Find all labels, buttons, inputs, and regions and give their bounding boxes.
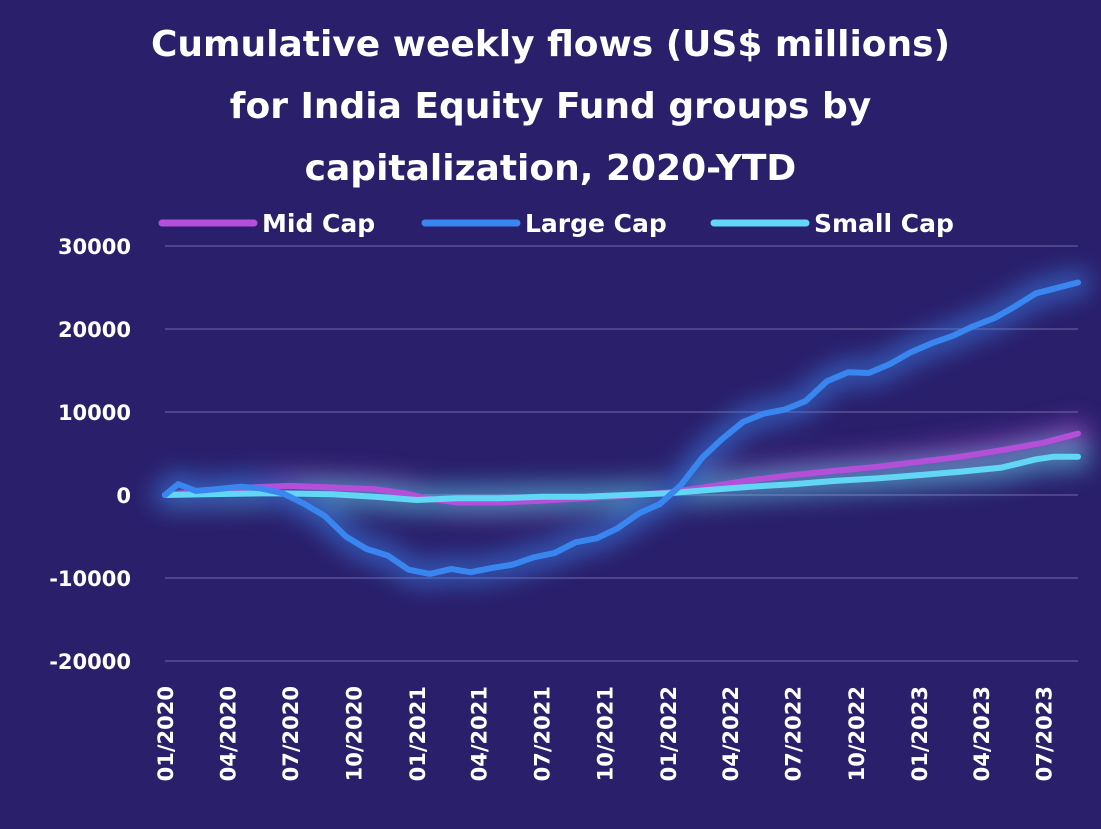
series-glow-large-cap [152, 269, 1091, 587]
x-tick-label: 04/2020 [217, 686, 241, 781]
chart-title: Cumulative weekly flows (US$ millions) f… [0, 14, 1101, 200]
y-tick-label: -10000 [49, 567, 131, 591]
chart-title-line-1: Cumulative weekly flows (US$ millions) [150, 24, 951, 65]
y-axis-ticks: 30000 20000 10000 0 -10000 -20000 [49, 235, 131, 674]
series-lines [162, 279, 1081, 577]
y-tick-label: 30000 [58, 235, 131, 259]
x-tick-label: 07/2020 [279, 686, 303, 781]
chart-title-line-2: for India Equity Fund groups by [229, 86, 872, 127]
series-glow [152, 269, 1091, 587]
chart-title-line-3: capitalization, 2020-YTD [304, 148, 797, 189]
x-tick-label: 01/2021 [406, 686, 430, 781]
legend-label: Large Cap [525, 209, 667, 238]
y-tick-label: 20000 [58, 318, 131, 342]
x-tick-label: 01/2023 [908, 686, 932, 781]
x-tick-label: 07/2021 [530, 686, 554, 781]
x-tick-label: 07/2023 [1033, 686, 1057, 781]
x-tick-label: 10/2022 [845, 686, 869, 781]
x-tick-label: 04/2023 [970, 686, 994, 781]
x-axis-ticks: 01/2020 04/2020 07/2020 10/2020 01/2021 04/20… [154, 686, 1057, 781]
y-tick-label: -20000 [49, 650, 131, 674]
x-tick-label: 04/2022 [719, 686, 743, 781]
y-tick-label: 0 [116, 484, 131, 508]
x-tick-label: 10/2021 [594, 686, 618, 781]
legend: Mid Cap Large Cap Small Cap [158, 209, 954, 238]
x-tick-label: 01/2020 [154, 686, 178, 781]
x-tick-label: 04/2021 [468, 686, 492, 781]
x-tick-label: 01/2022 [657, 686, 681, 781]
legend-label: Mid Cap [262, 209, 375, 238]
legend-label: Small Cap [814, 209, 954, 238]
series-line-large-cap [162, 279, 1081, 577]
x-tick-label: 07/2022 [781, 686, 805, 781]
x-tick-label: 10/2020 [343, 686, 367, 781]
y-tick-label: 10000 [58, 401, 131, 425]
